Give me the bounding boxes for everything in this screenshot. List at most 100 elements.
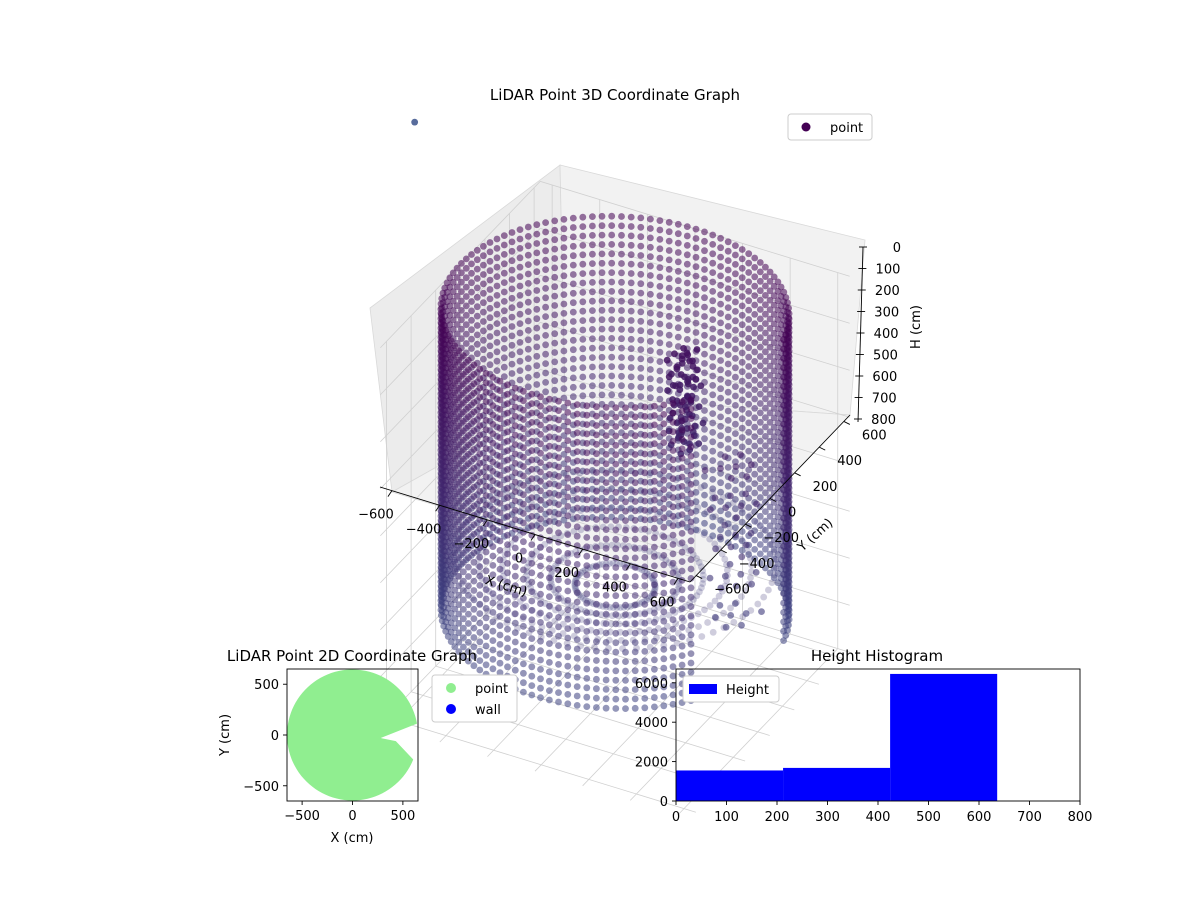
legend-histogram-swatch — [689, 684, 717, 694]
point-marker — [743, 473, 751, 480]
point-marker — [712, 614, 720, 622]
point-marker — [555, 548, 562, 555]
point-marker — [692, 319, 700, 327]
point-marker — [468, 279, 475, 287]
point-marker — [476, 638, 484, 646]
point-marker — [573, 683, 581, 690]
point-marker — [589, 260, 596, 267]
point-marker — [462, 293, 470, 300]
point-marker — [722, 623, 730, 631]
point-marker — [520, 575, 527, 583]
point-marker — [762, 320, 769, 327]
point-marker — [709, 372, 717, 380]
point-marker — [756, 400, 764, 407]
point-marker — [631, 526, 639, 534]
z-tick-label: 400 — [874, 327, 899, 342]
point-marker — [780, 392, 787, 400]
y-tick-label: 0 — [271, 729, 279, 744]
point-marker — [593, 440, 600, 448]
point-marker — [724, 388, 732, 396]
point-marker — [618, 269, 625, 277]
point-marker — [537, 619, 544, 626]
point-marker — [593, 412, 600, 420]
point-marker — [583, 477, 591, 485]
point-marker — [476, 450, 484, 458]
point-marker — [738, 443, 746, 451]
point-marker — [560, 328, 568, 336]
point-marker — [637, 346, 645, 353]
point-marker — [493, 367, 501, 374]
point-marker — [780, 562, 787, 569]
point-marker — [460, 596, 467, 604]
point-marker — [533, 296, 541, 304]
point-marker — [476, 431, 484, 439]
point-marker — [651, 515, 658, 523]
point-marker — [573, 626, 581, 634]
point-marker — [579, 364, 587, 371]
point-marker — [569, 299, 577, 307]
point-marker — [660, 702, 668, 710]
point-marker — [756, 268, 764, 276]
point-marker — [511, 610, 519, 618]
point-marker — [504, 494, 511, 501]
point-marker — [732, 402, 739, 409]
point-marker — [462, 283, 470, 291]
point-marker — [593, 694, 600, 702]
point-marker — [555, 651, 562, 659]
point-marker — [460, 643, 467, 651]
point-marker — [504, 550, 511, 558]
point-marker — [451, 483, 459, 491]
point-marker — [493, 282, 501, 290]
point-marker — [476, 488, 484, 495]
point-marker — [709, 488, 716, 496]
point-marker — [766, 296, 774, 304]
point-marker — [451, 596, 459, 604]
point-marker — [612, 667, 620, 675]
x-tick — [626, 563, 631, 570]
point-marker — [678, 661, 686, 669]
point-marker — [660, 486, 668, 493]
point-marker — [737, 451, 744, 459]
point-marker — [748, 561, 755, 569]
point-marker — [555, 698, 562, 706]
point-marker — [612, 573, 620, 581]
point-marker — [482, 388, 490, 396]
point-marker — [551, 386, 559, 394]
point-marker — [546, 621, 553, 629]
point-marker — [751, 358, 759, 365]
point-marker — [612, 488, 620, 496]
point-marker — [583, 703, 591, 710]
point-marker — [500, 288, 508, 296]
point-marker — [537, 449, 544, 457]
point-marker — [593, 685, 600, 693]
point-marker — [719, 493, 727, 501]
point-marker — [528, 466, 536, 473]
point-marker — [511, 657, 519, 665]
point-marker — [516, 320, 524, 327]
point-marker — [738, 330, 746, 338]
point-marker — [528, 682, 536, 689]
point-marker — [493, 301, 501, 309]
point-marker — [470, 540, 478, 547]
point-marker — [542, 275, 549, 283]
point-marker — [573, 645, 581, 653]
point-marker — [533, 277, 541, 285]
point-marker — [612, 526, 620, 534]
point-marker — [470, 652, 478, 660]
point-marker — [504, 569, 511, 577]
point-marker — [717, 338, 724, 346]
point-marker — [598, 231, 606, 239]
x-tick-label: −200 — [453, 537, 489, 552]
point-marker — [709, 429, 717, 436]
point-marker — [717, 498, 724, 505]
y-tick-label: −600 — [714, 583, 750, 598]
point-marker — [593, 403, 600, 411]
point-marker — [465, 601, 472, 609]
point-marker — [656, 273, 664, 281]
point-marker — [593, 647, 600, 655]
point-marker — [669, 644, 677, 652]
point-marker — [593, 487, 600, 495]
point-marker — [738, 415, 746, 423]
point-marker — [738, 274, 746, 282]
point-marker — [770, 548, 778, 556]
